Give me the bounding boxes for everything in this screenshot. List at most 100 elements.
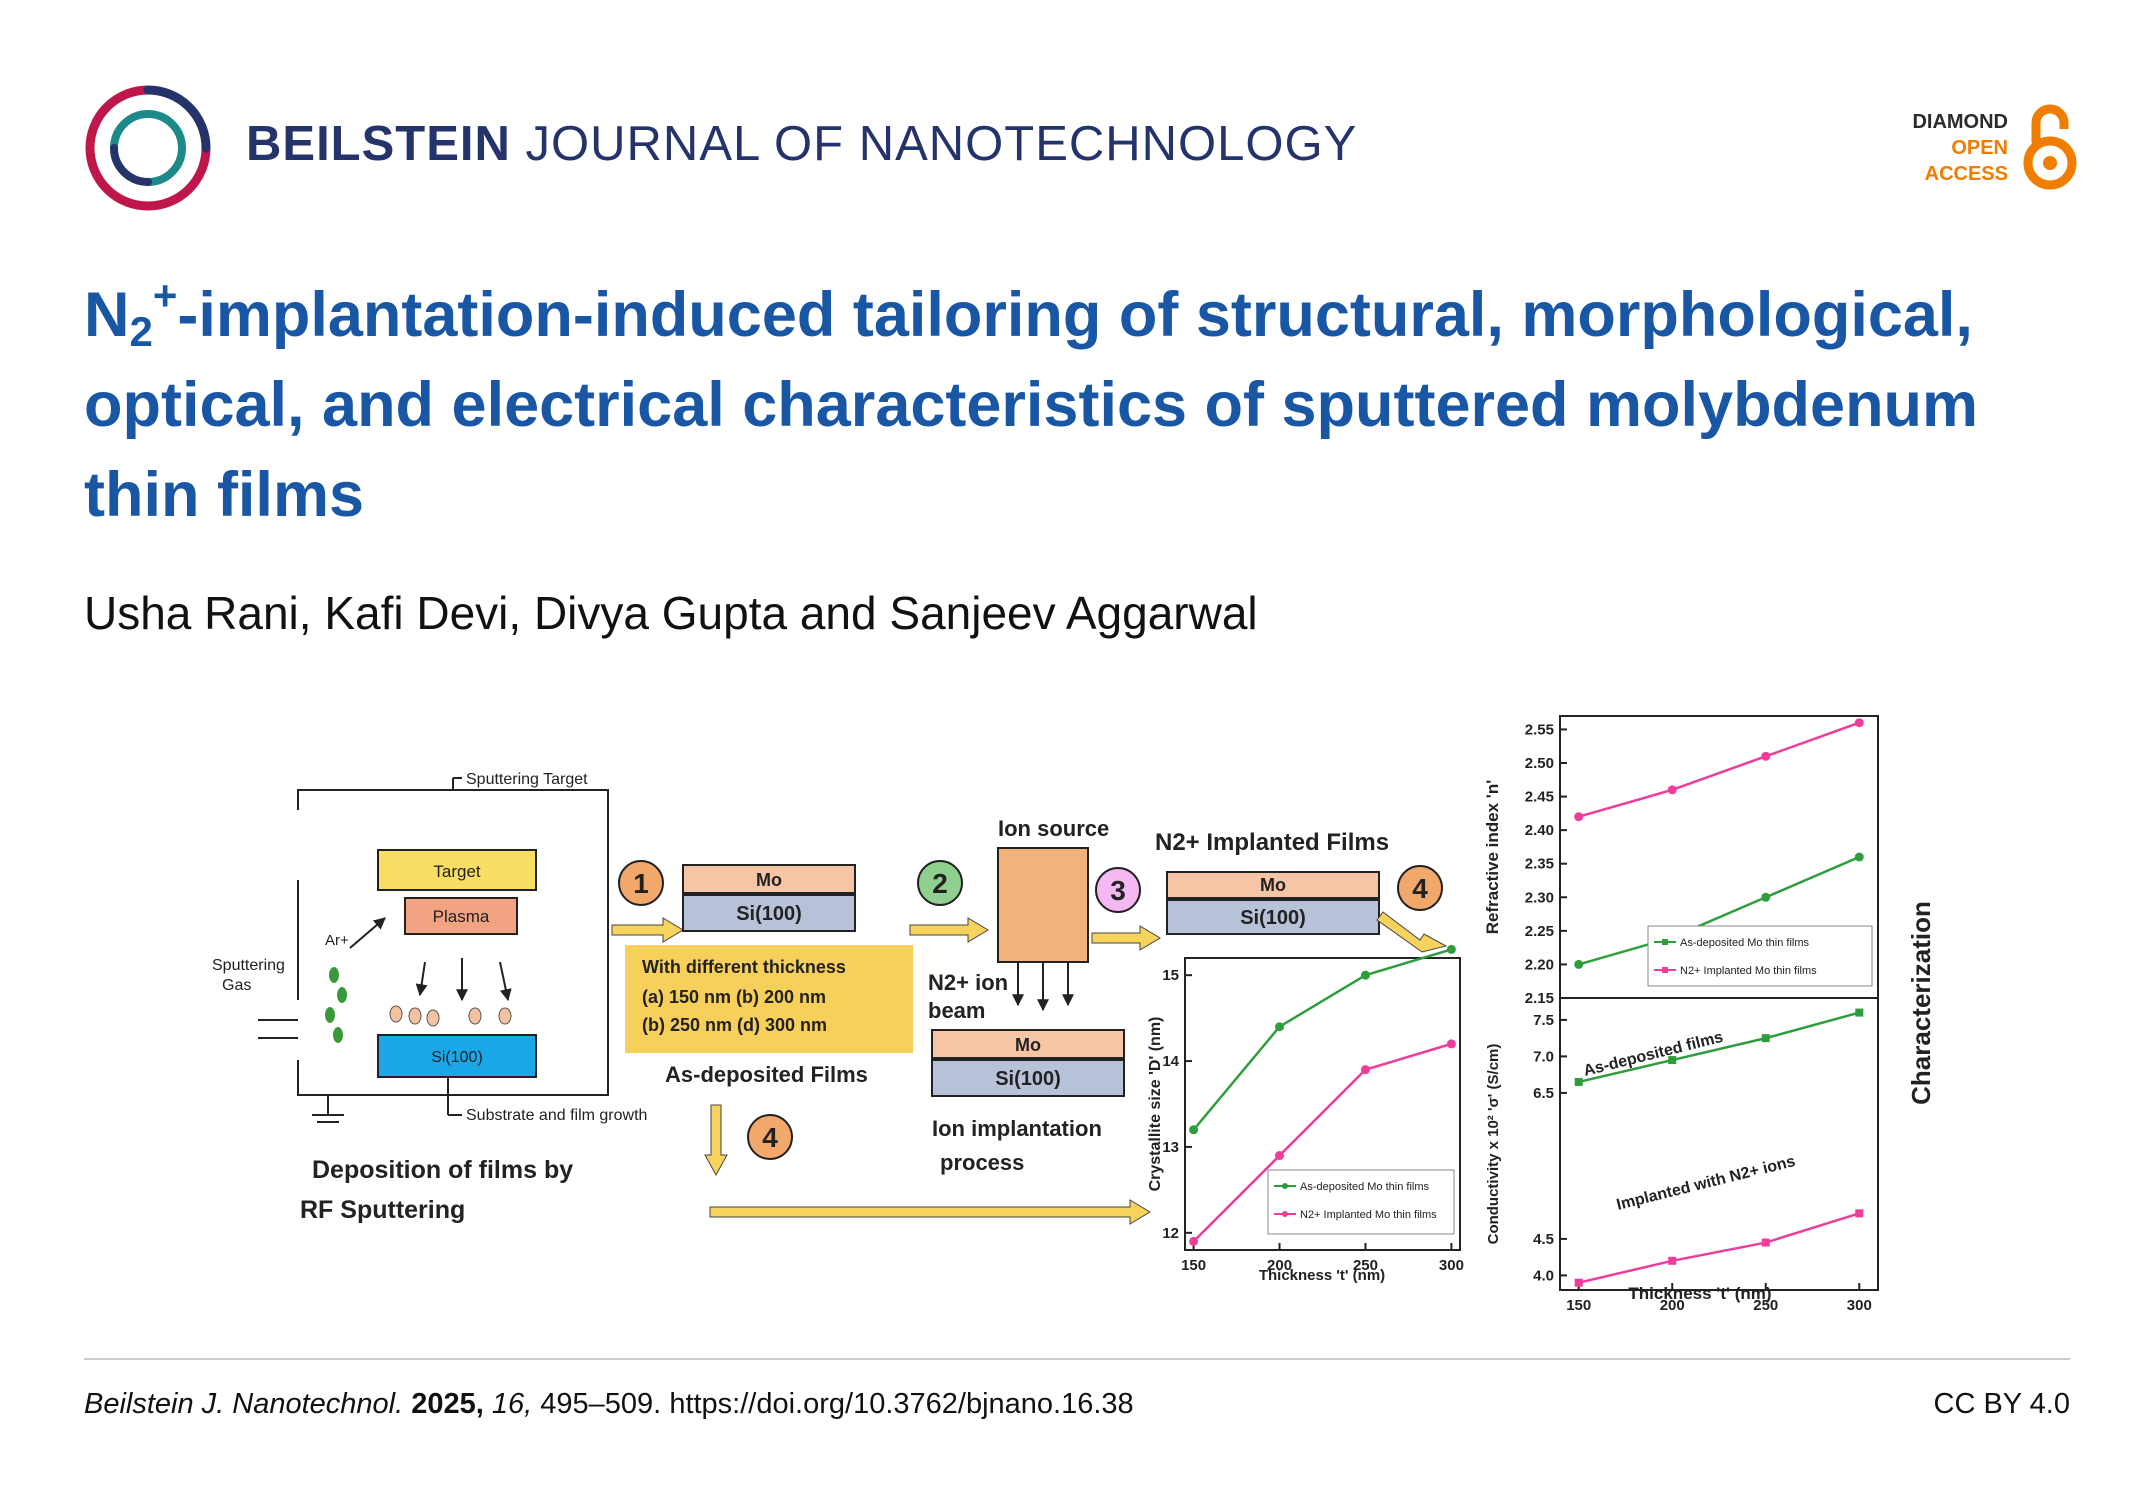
step-4-badge-upper <box>1397 865 1443 911</box>
deposition-label-1: Deposition of films by <box>312 1156 573 1184</box>
data-point <box>1360 970 1370 980</box>
step-3: 3 N2+ Implanted Films Mo Si(100) 4 <box>1091 829 1448 953</box>
ytick-label: 12 <box>1162 1225 1179 1242</box>
ytick-label: 2.25 <box>1525 923 1554 940</box>
oa-line-diamond: DIAMOND <box>1912 111 2008 133</box>
si-label-1: Si(100) <box>736 903 802 925</box>
implantation-label-1: Ion implantation <box>932 1116 1102 1141</box>
journal-logo-icon[interactable] <box>84 84 212 212</box>
thickness-box <box>625 945 913 1053</box>
xtick-label: 150 <box>1181 1257 1206 1274</box>
title-n: N <box>84 280 130 350</box>
ytick-label: 2.15 <box>1525 990 1554 1007</box>
step-4-badge-lower <box>747 1114 793 1160</box>
si-label-2: Si(100) <box>995 1068 1061 1090</box>
data-point <box>1360 1065 1370 1075</box>
mo-label-1: Mo <box>756 870 782 890</box>
step-4-number-lower: 4 <box>762 1122 778 1153</box>
data-point <box>1761 1034 1770 1043</box>
oa-line-access: ACCESS <box>1924 163 2008 185</box>
ytick-label: 2.35 <box>1525 856 1554 873</box>
data-point <box>1275 1022 1285 1032</box>
thickness-line-2: (b) 250 nm (d) 300 nm <box>642 1015 827 1035</box>
series-line-1 <box>1192 1042 1452 1243</box>
series-line-0 <box>1192 948 1452 1131</box>
data-point <box>1574 1278 1583 1287</box>
refractive-index-chart: 2.15 2.20 2.25 2.30 2.35 2.40 2.45 2.50 2.55 Ref… <box>1483 715 1879 1007</box>
journal-name[interactable]: BEILSTEIN JOURNAL OF NANOTECHNOLOGY <box>246 116 1357 172</box>
journal-name-bold: BEILSTEIN <box>246 117 511 171</box>
as-deposited-films-label: As-deposited Films <box>665 1062 868 1087</box>
ytick-label: 7.0 <box>1533 1048 1554 1065</box>
data-point <box>1574 1077 1583 1086</box>
crystallite-size-chart: 12 13 14 15 150 200 250 300 Crystallite size 'D… <box>1147 944 1464 1284</box>
data-point <box>1446 1039 1456 1049</box>
citation: Beilstein J. Nanotechnol. 2025, 16, 495–… <box>84 1388 1134 1421</box>
xtick-label: 250 <box>1353 1257 1378 1274</box>
diamond-open-access-badge[interactable]: DIAMOND OPEN ACCESS <box>1912 100 2078 196</box>
data-point <box>1854 852 1864 862</box>
ytick-label: 2.45 <box>1525 789 1554 806</box>
si-label-3: Si(100) <box>1240 907 1306 929</box>
sputtering-chamber: Sputtering Target Target Plasma Ar+ Si(1… <box>212 771 647 1224</box>
data-point <box>1668 1256 1677 1265</box>
ytick-label: 2.55 <box>1525 721 1554 738</box>
crystallite-legend <box>1267 1169 1455 1235</box>
thickness-heading: With different thickness <box>642 957 846 977</box>
ion-source-label: Ion source <box>998 816 1109 841</box>
implanted-films-label: N2+ Implanted Films <box>1155 829 1389 856</box>
refractive-legend <box>1647 925 1873 987</box>
title-superscript: + <box>152 272 178 319</box>
xtick-label: 200 <box>1660 1297 1685 1310</box>
ytick-label: 4.0 <box>1533 1267 1554 1284</box>
mo-label-3: Mo <box>1260 875 1286 895</box>
license[interactable]: CC BY 4.0 <box>1933 1388 2070 1420</box>
article-title: N2+-implantation-induced tailoring of st… <box>84 270 2064 540</box>
ion-beam-label-2: beam <box>928 998 985 1023</box>
sputtering-gas-label-2: Gas <box>222 977 251 994</box>
xtick-label: 150 <box>1566 1297 1591 1310</box>
step-3-number: 3 <box>1110 875 1126 906</box>
series-line-1 <box>1578 1212 1860 1284</box>
data-point <box>1855 1008 1864 1017</box>
data-point <box>1854 718 1864 728</box>
step-2-number: 2 <box>932 868 948 899</box>
step-1: 1 Mo Si(100) With different thickness (a… <box>611 860 1151 1225</box>
ytick-label: 13 <box>1162 1139 1179 1156</box>
data-point <box>1855 1209 1864 1218</box>
data-point <box>1761 1238 1770 1247</box>
citation-pages: 495–509. <box>540 1388 662 1420</box>
open-lock-icon <box>2023 104 2077 190</box>
data-point <box>1761 751 1771 761</box>
characterization-label: Characterization <box>1906 901 1936 1105</box>
author-list: Usha Rani, Kafi Devi, Divya Gupta and Sa… <box>84 587 1258 639</box>
data-point <box>1574 812 1584 822</box>
step-2: 2 Ion source N2+ ion beam Mo Si(100) Ion… <box>909 816 1125 1175</box>
series-line-0 <box>1578 1011 1860 1084</box>
citation-doi[interactable]: https://doi.org/10.3762/bjnano.16.38 <box>669 1388 1134 1420</box>
substrate-block <box>377 1034 537 1078</box>
data-point <box>1667 785 1677 795</box>
journal-name-rest: JOURNAL OF NANOTECHNOLOGY <box>525 117 1358 171</box>
conductivity-ylabel: Conductivity x 10² 'σ' (S/cm) <box>1485 1044 1502 1245</box>
xtick-label: 300 <box>1847 1297 1872 1310</box>
oa-line-open: OPEN <box>1951 137 2008 159</box>
crystallite-xlabel: Thickness 't' (nm) <box>1259 1267 1385 1284</box>
title-rest: -implantation-induced tailoring of struc… <box>84 280 1979 530</box>
crystallite-legend-as-deposited: As-deposited Mo thin films <box>1300 1181 1429 1193</box>
step-2-badge <box>917 860 963 906</box>
step-1-number: 1 <box>633 868 649 899</box>
step-3-badge <box>1095 867 1141 913</box>
target-label: Target <box>433 862 481 881</box>
citation-journal: Beilstein J. Nanotechnol. <box>84 1388 404 1420</box>
data-point <box>1189 1125 1199 1135</box>
data-point <box>1761 892 1771 902</box>
ytick-label: 2.50 <box>1525 755 1554 772</box>
thickness-line-1: (a) 150 nm (b) 200 nm <box>642 987 826 1007</box>
conductivity-chart: 4.0 4.5 6.5 7.0 7.5 150 200 250 300 Conductivity… <box>1485 997 1879 1310</box>
mo-layer-2 <box>931 1029 1125 1059</box>
plasma-block <box>404 897 518 935</box>
crystallite-legend-implanted: N2+ Implanted Mo thin films <box>1300 1209 1437 1221</box>
data-point <box>1275 1151 1285 1161</box>
ytick-label: 2.20 <box>1525 956 1554 973</box>
